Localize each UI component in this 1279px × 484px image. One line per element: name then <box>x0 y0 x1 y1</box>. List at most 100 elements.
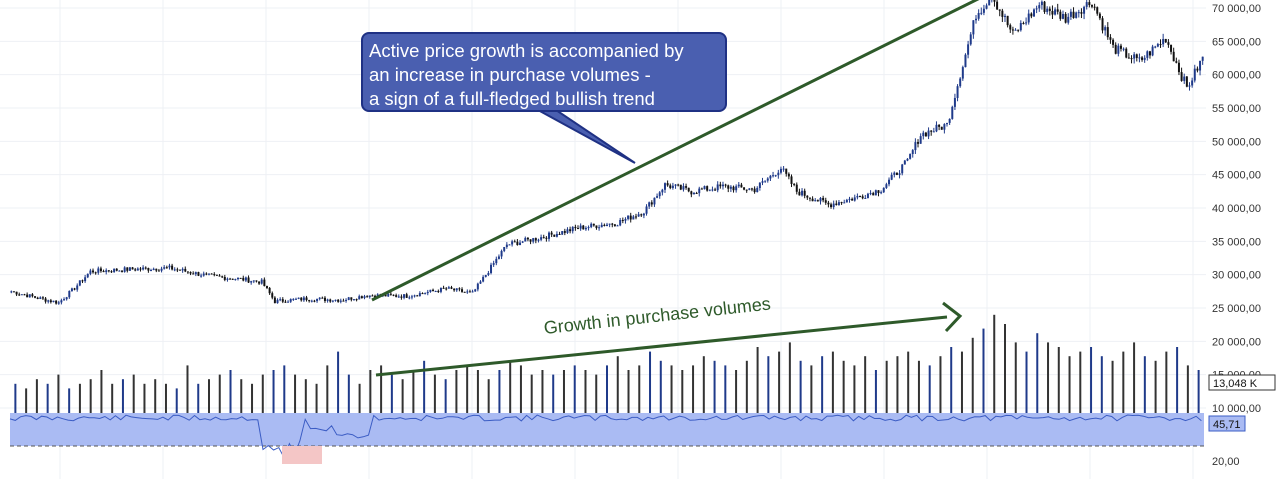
volume-bar <box>176 388 178 413</box>
candle-body <box>171 266 173 270</box>
volume-bar <box>918 361 920 413</box>
volume-bar <box>111 384 113 413</box>
candle-body <box>841 202 843 203</box>
volume-bar <box>466 365 468 413</box>
volume-bar <box>681 370 683 413</box>
candle-body <box>999 9 1001 10</box>
candle-body <box>962 67 964 78</box>
indicator-pane <box>10 413 1204 464</box>
candle-body <box>158 271 160 272</box>
candle-body <box>50 300 52 302</box>
candle-body <box>522 242 524 243</box>
y-tick-label: 45 000,00 <box>1212 170 1261 182</box>
y-tick-label: 35 000,00 <box>1212 236 1261 248</box>
volume-bar <box>348 375 350 413</box>
volume-bar <box>671 365 673 413</box>
candle-body <box>163 267 165 268</box>
y-tick-label: 20 000,00 <box>1212 336 1261 348</box>
candle-body <box>203 274 205 276</box>
candle-body <box>814 200 816 201</box>
candle-body <box>92 271 94 273</box>
candle-body <box>543 237 545 238</box>
candle-body <box>1194 69 1196 81</box>
candle-body <box>1202 57 1204 61</box>
candle-body <box>785 169 787 174</box>
volume-bar <box>789 342 791 413</box>
candle-body <box>1065 14 1067 23</box>
candle-body <box>81 280 83 281</box>
volume-bar <box>832 352 834 413</box>
candle-body <box>862 196 864 198</box>
candle-body <box>1028 14 1030 23</box>
candle-body <box>1099 14 1101 19</box>
volume-bar <box>1187 365 1189 413</box>
indicator-last-label: 45,71 <box>1213 419 1241 431</box>
volume-bar <box>380 365 382 413</box>
candle-body <box>1154 47 1156 48</box>
candle-body <box>421 293 423 294</box>
candle-body <box>485 275 487 277</box>
volume-bar <box>498 370 500 413</box>
candle-body <box>364 296 366 298</box>
volume-bar <box>660 361 662 413</box>
candle-body <box>150 270 152 271</box>
candle-body <box>308 300 310 301</box>
candle-body <box>996 2 998 10</box>
candle-body <box>482 277 484 282</box>
candle-body <box>943 124 945 130</box>
candle-body <box>435 291 437 292</box>
candle-body <box>1167 42 1169 45</box>
candle-body <box>1062 14 1064 19</box>
candle-body <box>827 203 829 205</box>
volume-bar <box>1069 356 1071 413</box>
indicator-band <box>10 413 1204 446</box>
candle-body <box>253 280 255 281</box>
candle-body <box>313 301 315 302</box>
volume-bar <box>100 370 102 413</box>
candle-body <box>595 225 597 228</box>
volume-bar <box>1026 352 1028 413</box>
candle-body <box>643 214 645 216</box>
candle-body <box>263 280 265 286</box>
candle-body <box>740 185 742 188</box>
candle-body <box>672 186 674 188</box>
candle-body <box>1075 13 1077 18</box>
candle-body <box>208 274 210 275</box>
candle-body <box>269 288 271 293</box>
candle-body <box>47 300 49 301</box>
candle-body <box>1131 58 1133 59</box>
candle-body <box>701 189 703 190</box>
candle-body <box>103 271 105 272</box>
candle-body <box>762 181 764 183</box>
candle-body <box>935 125 937 132</box>
candle-body <box>535 238 537 240</box>
volume-bar <box>886 361 888 413</box>
candle-body <box>909 154 911 159</box>
candle-body <box>501 251 503 257</box>
candle-body <box>350 297 352 299</box>
candle-body <box>653 198 655 205</box>
candle-body <box>559 234 561 235</box>
volume-bar <box>520 365 522 413</box>
volume-bar <box>1090 347 1092 413</box>
candle-body <box>888 180 890 184</box>
candle-body <box>590 224 592 227</box>
volume-bar <box>219 375 221 413</box>
candle-body <box>1054 9 1056 14</box>
volume-bar <box>14 384 16 413</box>
candle-body <box>1091 5 1093 7</box>
candle-body <box>693 193 695 194</box>
candle-body <box>155 269 157 271</box>
volume-bar <box>1165 352 1167 413</box>
candle-body <box>925 133 927 137</box>
volume-bar <box>326 365 328 413</box>
volume-bar <box>896 356 898 413</box>
candle-body <box>912 150 914 154</box>
candle-body <box>303 297 305 300</box>
volume-bar <box>57 375 59 413</box>
candle-body <box>1088 2 1090 5</box>
candle-body <box>719 184 721 186</box>
candle-body <box>137 269 139 271</box>
candle-body <box>472 291 474 292</box>
candle-body <box>353 299 355 300</box>
